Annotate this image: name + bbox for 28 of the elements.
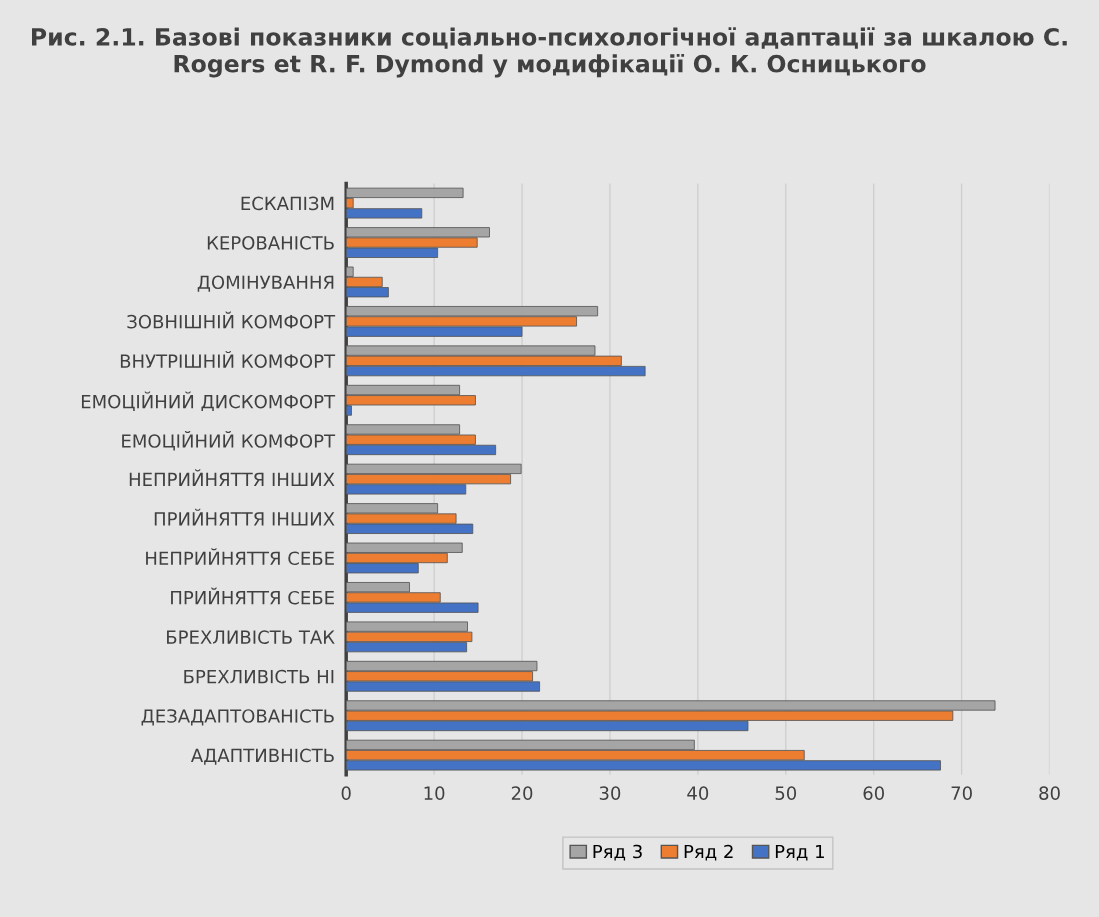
y-tick-label: КЕРОВАНІСТЬ: [207, 236, 334, 250]
legend-label: Ряд 2: [684, 844, 733, 861]
y-tick-label: БРЕХЛИВІСТЬ НІ: [184, 669, 334, 684]
y-tick-label: ПРИЙНЯТТЯ ІНШИХ: [154, 508, 335, 526]
y-tick-label: ДЕЗАДАПТОВАНІСТЬ: [141, 709, 334, 726]
y-tick-label: АДАПТИВНІСТЬ: [190, 748, 334, 765]
legend-label: Ряд 3: [593, 844, 642, 861]
y-tick-label: ВНУТРІШНІЙ КОМФОРТ: [120, 350, 336, 368]
chart-title: Рис. 2.1. Базові показники соціально-психологічної адаптації за шкалою C. Rogers et R. F. Dymond у модифікації О. К. Осницького: [32, 27, 1067, 78]
y-tick-label: НЕПРИЙНЯТТЯ ІНШИХ: [129, 469, 335, 486]
x-tick-label: 70: [951, 786, 972, 800]
y-tick-label: ЕСКАПІЗМ: [241, 196, 334, 211]
x-tick-label: 10: [424, 786, 445, 800]
y-tick-label: БРЕХЛИВІСТЬ ТАК: [167, 630, 335, 644]
x-tick-label: 30: [599, 786, 621, 800]
y-tick-label: НЕПРИЙНЯТТЯ СЕБЕ: [146, 548, 334, 566]
x-tick-label: 20: [511, 786, 533, 800]
x-tick-label: 40: [687, 786, 709, 800]
x-tick-label: 0: [341, 786, 351, 800]
y-tick-label: ПРИЙНЯТТЯ СЕБЕ: [171, 587, 334, 605]
x-tick-label: 50: [775, 786, 797, 800]
y-tick-label: ЗОВНІШНІЙ КОМФОРТ: [127, 311, 336, 329]
x-tick-label: 60: [863, 786, 884, 800]
legend-label: Ряд 1: [775, 844, 824, 861]
x-tick-label: 80: [1039, 786, 1060, 800]
y-tick-label: ЕМОЦІЙНИЙ КОМФОРТ: [122, 430, 336, 451]
y-tick-label: ДОМІНУВАННЯ: [197, 275, 334, 292]
y-tick-label: ЕМОЦІЙНИЙ ДИСКОМФОРТ: [81, 391, 336, 411]
